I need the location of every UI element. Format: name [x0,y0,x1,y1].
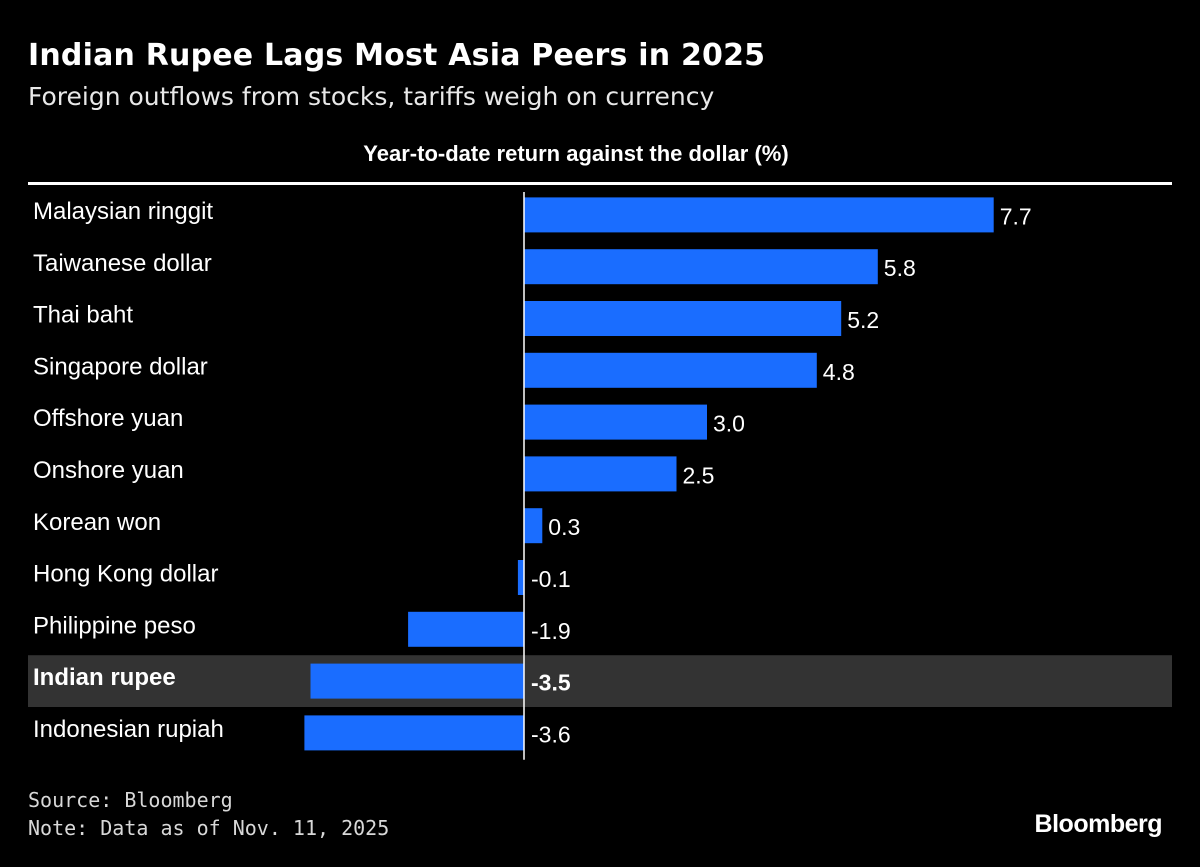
value-label: -1.9 [531,618,571,644]
value-label: 5.2 [847,307,879,333]
value-label: 2.5 [683,462,715,488]
source-note: Source: Bloomberg [28,788,233,812]
category-label: Korean won [33,509,161,536]
bloomberg-logo: Bloomberg [1034,810,1163,838]
category-label: Thai baht [33,302,133,329]
bar-1 [524,249,878,285]
bar-10 [304,715,524,751]
chart-title: Indian Rupee Lags Most Asia Peers in 202… [28,38,766,73]
chart-subtitle: Foreign outflows from stocks, tariffs we… [28,82,715,111]
category-label: Indonesian rupiah [33,716,224,743]
axis-title: Year-to-date return against the dollar (… [363,141,789,166]
category-label: Malaysian ringgit [33,198,213,225]
value-label: 3.0 [713,411,745,437]
value-label: -3.5 [531,670,571,696]
bar-8 [408,611,524,647]
data-note: Note: Data as of Nov. 11, 2025 [28,816,390,840]
bar-2 [524,301,842,336]
value-label: -0.1 [531,566,571,592]
category-label: Taiwanese dollar [33,250,212,277]
bar-7 [517,560,524,595]
category-label: Hong Kong dollar [33,561,218,588]
highlight-row [28,655,1172,707]
value-label: -3.6 [531,721,571,747]
category-label: Offshore yuan [33,405,183,432]
bar-3 [524,352,817,388]
bar-9 [310,663,524,699]
bar-0 [524,197,994,233]
bar-5 [524,456,677,492]
category-label: Onshore yuan [33,457,184,484]
bar-6 [524,508,543,544]
category-label: Indian rupee [33,664,176,691]
value-label: 5.8 [884,255,916,281]
bar-4 [524,404,707,440]
category-label: Singapore dollar [33,353,208,380]
value-label: 7.7 [1000,203,1032,229]
top-rule [28,182,1172,185]
category-label: Philippine peso [33,612,196,639]
value-label: 0.3 [548,514,580,540]
value-label: 4.8 [823,359,855,385]
